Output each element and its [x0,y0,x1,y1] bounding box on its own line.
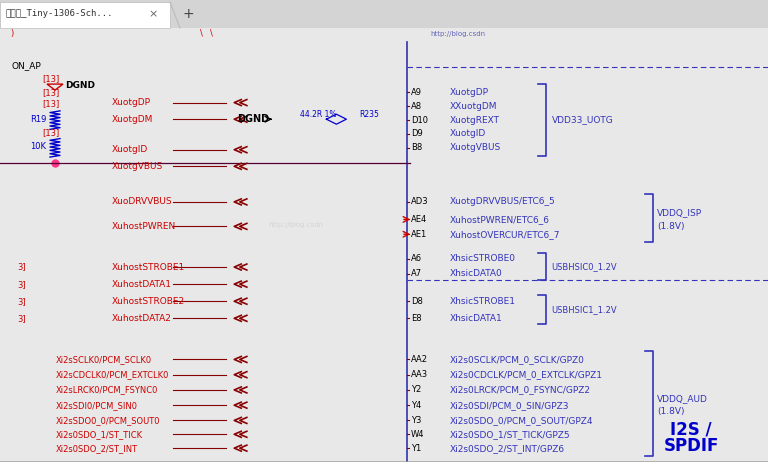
Text: USBHSIC1_1.2V: USBHSIC1_1.2V [551,305,617,314]
Text: [13]: [13] [42,74,59,83]
Text: VDDQ_AUD: VDDQ_AUD [657,394,708,403]
Text: \: \ [200,29,203,38]
Text: XhsicSTROBE0: XhsicSTROBE0 [450,254,516,263]
Text: Xi2s0SDI/PCM_0_SIN/GPZ3: Xi2s0SDI/PCM_0_SIN/GPZ3 [450,401,570,410]
Text: \: \ [210,29,213,38]
Text: VDDQ_ISP: VDDQ_ISP [657,208,702,218]
Text: XuotgDRVVBUS/ETC6_5: XuotgDRVVBUS/ETC6_5 [450,197,556,207]
Text: Xi2s0LRCK/PCM_0_FSYNC/GPZ2: Xi2s0LRCK/PCM_0_FSYNC/GPZ2 [450,385,591,395]
Text: I2S /: I2S / [670,421,712,438]
Text: XuotgREXT: XuotgREXT [450,116,500,125]
Text: (1.8V): (1.8V) [657,407,684,416]
Text: Y1: Y1 [411,444,421,453]
Text: R235: R235 [359,109,379,119]
Text: B8: B8 [411,143,422,152]
Text: XuhostPWREN: XuhostPWREN [111,222,176,231]
Text: SPDIF: SPDIF [664,437,719,455]
Text: (1.8V): (1.8V) [657,222,684,231]
Text: XuhostDATA2: XuhostDATA2 [111,314,171,323]
Text: XuotgVBUS: XuotgVBUS [450,143,502,152]
Text: XuotgDP: XuotgDP [450,88,489,97]
Text: 3]: 3] [17,297,25,306]
Text: A8: A8 [411,102,422,111]
Text: USBHSIC0_1.2V: USBHSIC0_1.2V [551,262,617,271]
Text: ×: × [148,9,157,19]
Text: A6: A6 [411,254,422,263]
Text: E8: E8 [411,314,422,323]
Text: XuhostDATA1: XuhostDATA1 [111,280,171,289]
Bar [0,0,768,28]
Text: ): ) [10,29,13,38]
Text: R19: R19 [30,115,46,124]
Text: [13]: [13] [42,88,59,97]
Text: XuhostPWREN/ETC6_6: XuhostPWREN/ETC6_6 [450,215,550,224]
Text: XuotgID: XuotgID [450,129,486,139]
Text: Y2: Y2 [411,385,421,395]
Text: XuhostSTROBE1: XuhostSTROBE1 [111,262,184,272]
Text: http://blog.csdn: http://blog.csdn [269,223,324,228]
Text: XhsicDATA1: XhsicDATA1 [450,314,503,323]
Text: Xi2sLRCK0/PCM_FSYNC0: Xi2sLRCK0/PCM_FSYNC0 [55,385,157,395]
Text: AE1: AE1 [411,230,427,239]
Text: 3]: 3] [17,314,25,323]
Text: 3]: 3] [17,280,25,289]
Text: XuhostOVERCUR/ETC6_7: XuhostOVERCUR/ETC6_7 [450,230,561,239]
Text: 3]: 3] [17,262,25,272]
Text: Y4: Y4 [411,401,421,410]
Text: [13]: [13] [42,99,59,109]
Text: XhsicDATA0: XhsicDATA0 [450,269,503,279]
Text: Xi2sSCLK0/PCM_SCLK0: Xi2sSCLK0/PCM_SCLK0 [55,355,151,364]
Text: Xi2s0SDO_0/PCM_0_SOUT/GPZ4: Xi2s0SDO_0/PCM_0_SOUT/GPZ4 [450,416,594,425]
Text: XhsicSTROBE1: XhsicSTROBE1 [450,297,516,306]
Text: 44.2R 1%: 44.2R 1% [300,109,336,119]
Text: [13]: [13] [42,128,59,138]
Text: XuotgDM: XuotgDM [111,115,153,124]
Text: XuotgID: XuotgID [111,145,147,154]
Bar [0,2,170,28]
Text: Xi2sSDI0/PCM_SIN0: Xi2sSDI0/PCM_SIN0 [55,401,137,410]
Text: +: + [182,7,194,21]
Text: D8: D8 [411,297,422,306]
Text: Xi2s0SDO_1/ST_TICK/GPZ5: Xi2s0SDO_1/ST_TICK/GPZ5 [450,430,571,439]
Text: 核心板_Tiny-1306-Sch...: 核心板_Tiny-1306-Sch... [6,10,114,18]
Text: Xi2s0CDCLK/PCM_0_EXTCLK/GPZ1: Xi2s0CDCLK/PCM_0_EXTCLK/GPZ1 [450,370,603,379]
Text: VDD33_UOTG: VDD33_UOTG [551,116,614,125]
Text: AA3: AA3 [411,370,428,379]
Text: AD3: AD3 [411,197,429,207]
Text: Xi2sSDO0_0/PCM_SOUT0: Xi2sSDO0_0/PCM_SOUT0 [55,416,160,425]
Text: http://blog.csdn: http://blog.csdn [430,31,485,37]
Text: D10: D10 [411,116,428,125]
Text: Xi2s0SDO_2/ST_INT: Xi2s0SDO_2/ST_INT [55,444,137,453]
Text: DGND: DGND [237,114,270,124]
Text: Xi2s0SCLK/PCM_0_SCLK/GPZ0: Xi2s0SCLK/PCM_0_SCLK/GPZ0 [450,355,585,364]
Text: Y3: Y3 [411,416,422,425]
Text: XuotgVBUS: XuotgVBUS [111,162,163,171]
Text: DGND: DGND [65,81,95,90]
Text: W4: W4 [411,430,425,439]
Text: D9: D9 [411,129,422,139]
Text: AE4: AE4 [411,215,427,224]
Text: A7: A7 [411,269,422,279]
Text: Xi2sCDCLK0/PCM_EXTCLK0: Xi2sCDCLK0/PCM_EXTCLK0 [55,370,169,379]
Text: A9: A9 [411,88,422,97]
Text: Xi2s0SDO_2/ST_INT/GPZ6: Xi2s0SDO_2/ST_INT/GPZ6 [450,444,565,453]
Text: XuotgDP: XuotgDP [111,98,151,107]
Text: XXuotgDM: XXuotgDM [450,102,498,111]
Text: AA2: AA2 [411,355,428,364]
Text: XuoDRVVBUS: XuoDRVVBUS [111,197,172,207]
Text: 10K: 10K [30,142,46,152]
Text: Xi2s0SDO_1/ST_TICK: Xi2s0SDO_1/ST_TICK [55,430,142,439]
Text: ON_AP: ON_AP [12,61,41,70]
Text: XuhostSTROBE2: XuhostSTROBE2 [111,297,184,306]
